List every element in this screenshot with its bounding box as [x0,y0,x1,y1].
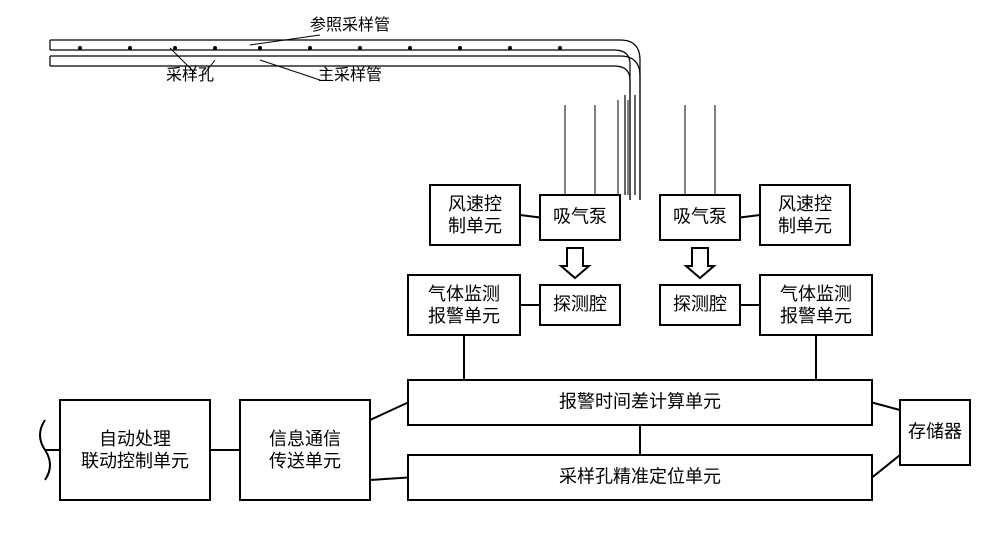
svg-text:报警时间差计算单元: 报警时间差计算单元 [559,391,721,411]
svg-text:传送单元: 传送单元 [269,451,341,471]
sample-hole [408,46,412,50]
sample-hole [458,46,462,50]
svg-text:风速控: 风速控 [778,194,832,214]
svg-text:参照采样管: 参照采样管 [310,16,390,34]
svg-text:气体监测: 气体监测 [780,284,852,304]
sample-hole [308,46,312,50]
svg-text:制单元: 制单元 [448,216,502,236]
sample-hole [358,46,362,50]
svg-text:采样孔精准定位单元: 采样孔精准定位单元 [559,466,721,486]
svg-text:探测腔: 探测腔 [673,294,727,314]
sample-hole [258,46,262,50]
svg-text:探测腔: 探测腔 [553,294,607,314]
svg-text:制单元: 制单元 [778,216,832,236]
svg-text:信息通信: 信息通信 [269,429,341,449]
sample-hole [508,46,512,50]
svg-text:吸气泵: 吸气泵 [673,206,727,226]
sample-hole [213,46,217,50]
svg-text:主采样管: 主采样管 [318,66,382,84]
svg-text:吸气泵: 吸气泵 [553,206,607,226]
sample-hole [558,46,562,50]
svg-text:报警单元: 报警单元 [428,306,500,326]
svg-text:自动处理: 自动处理 [99,429,171,449]
sample-hole [78,46,82,50]
svg-text:风速控: 风速控 [448,194,502,214]
svg-text:存储器: 存储器 [908,421,962,441]
svg-text:联动控制单元: 联动控制单元 [81,451,189,471]
sample-hole [173,46,177,50]
svg-text:气体监测: 气体监测 [428,284,500,304]
sample-hole [128,46,132,50]
svg-text:报警单元: 报警单元 [780,306,852,326]
